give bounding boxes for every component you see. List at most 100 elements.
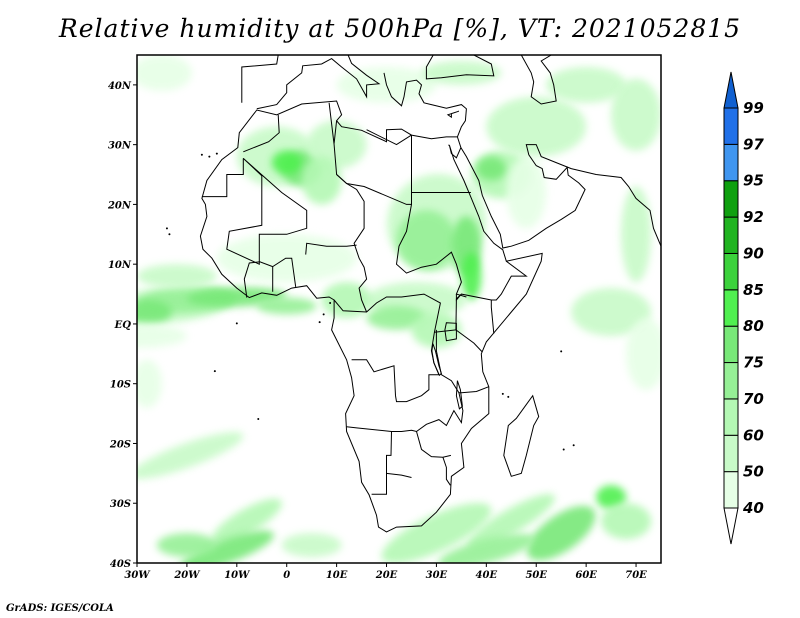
country-border <box>243 114 280 153</box>
colorbar-box <box>723 398 739 436</box>
humidity-area <box>137 299 172 324</box>
colorbar-label: 50 <box>743 463 764 481</box>
lake-tanganyika <box>431 343 442 377</box>
colorbar-bottom-arrow <box>723 507 739 545</box>
country-border <box>333 120 338 144</box>
island <box>572 444 575 447</box>
colorbar-label: 70 <box>743 390 764 408</box>
y-tick-label: 40N <box>108 81 132 92</box>
humidity-area <box>211 498 282 544</box>
colorbar-box <box>723 143 739 182</box>
x-tick-label: 10W <box>224 570 251 581</box>
humidity-area <box>396 210 457 271</box>
colorbar-box <box>723 107 739 145</box>
x-tick-label: 50E <box>525 570 547 581</box>
humidity-area <box>137 264 217 289</box>
lake-malawi <box>455 380 463 410</box>
humidity-area <box>156 533 217 558</box>
island <box>560 350 563 353</box>
x-tick-label: 30W <box>124 570 151 581</box>
colorbar-label: 40 <box>742 499 764 517</box>
humidity-area <box>137 432 244 479</box>
colorbar-label: 85 <box>743 281 764 299</box>
y-tick-label: EQ <box>114 320 132 331</box>
x-tick-label: 10E <box>326 570 348 581</box>
colorbar-label: 75 <box>743 354 764 372</box>
island <box>322 313 325 316</box>
cyprus-coastline <box>446 110 460 119</box>
y-tick-label: 20S <box>109 439 131 450</box>
colorbar-label: 90 <box>743 244 764 262</box>
country-border <box>366 129 412 146</box>
island <box>501 392 504 395</box>
country-border <box>458 386 489 394</box>
humidity-area <box>506 156 547 229</box>
country-border <box>226 158 308 265</box>
island <box>318 321 321 324</box>
colorbar-box <box>723 325 739 364</box>
colorbar-top-arrow <box>723 71 739 109</box>
x-tick-label: 0 <box>283 570 290 581</box>
map-frame <box>136 54 662 564</box>
y-tick-label: 10N <box>108 260 132 271</box>
x-tick-label: 20W <box>173 570 201 581</box>
colorbar-box <box>723 471 739 509</box>
colorbar-box <box>723 216 739 254</box>
country-border <box>243 261 273 298</box>
humidity-area <box>546 66 627 103</box>
island <box>257 417 260 420</box>
x-tick-label: 20E <box>375 570 398 581</box>
humidity-area <box>137 323 187 348</box>
island <box>208 155 211 158</box>
country-border <box>442 457 451 486</box>
colorbar-box <box>723 252 739 291</box>
country-border <box>272 257 297 292</box>
lake-victoria <box>444 322 457 342</box>
country-border <box>416 431 452 458</box>
y-tick-label: 10S <box>110 380 131 391</box>
humidity-area <box>421 60 502 85</box>
humidity-area <box>381 502 492 563</box>
arabia-coastline <box>460 144 661 249</box>
plot-title: Relative humidity at 500hPa [%], VT: 202… <box>58 14 742 43</box>
x-tick-label: 40E <box>476 570 498 581</box>
country-border <box>336 174 368 313</box>
africa-coastline <box>199 100 543 533</box>
y-tick-label: 30S <box>110 499 131 510</box>
humidity-area <box>366 305 427 330</box>
humidity-field <box>137 55 661 563</box>
humidity-area <box>321 282 372 319</box>
island <box>562 448 565 451</box>
colorbar-label: 97 <box>743 135 764 153</box>
humidity-area <box>467 494 556 549</box>
humidity-area <box>137 359 162 408</box>
y-tick-label: 30N <box>108 141 132 152</box>
humidity-area <box>476 156 507 181</box>
humidity-area <box>437 533 535 563</box>
humidity-area <box>526 505 596 561</box>
madagascar-coastline <box>503 394 540 477</box>
country-border <box>395 135 467 298</box>
country-border <box>455 293 462 330</box>
y-tick-label: 40S <box>110 559 131 570</box>
island <box>507 395 510 398</box>
x-tick-label: 30E <box>426 570 448 581</box>
island <box>165 227 168 230</box>
colorbar-label: 60 <box>743 426 764 444</box>
humidity-area <box>611 78 661 151</box>
credit-label: GrADS: IGES/COLA <box>6 603 114 614</box>
med-north-coastline <box>256 55 381 110</box>
colorbar-box <box>723 362 739 400</box>
island <box>168 233 171 236</box>
humidity-area <box>601 503 652 540</box>
country-border <box>201 158 244 198</box>
y-tick-label: 20N <box>107 200 132 211</box>
humidity-area <box>486 96 587 157</box>
colorbar-label: 99 <box>743 99 764 117</box>
country-border <box>346 426 392 432</box>
country-border <box>305 242 357 255</box>
colorbar-box <box>723 289 739 327</box>
island <box>215 152 218 155</box>
country-border <box>371 329 464 495</box>
